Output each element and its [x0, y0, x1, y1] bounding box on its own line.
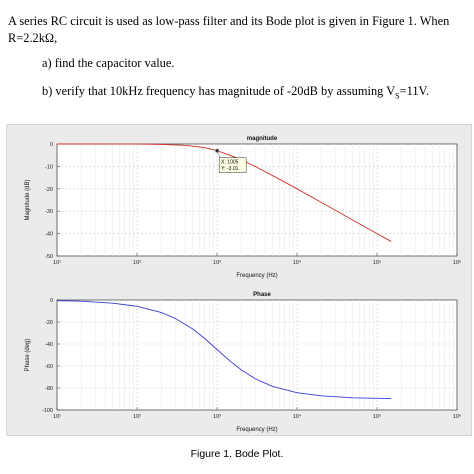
magnitude-xlabel: Frequency (Hz) — [236, 273, 277, 279]
phase-ylabel: Phase (deg) — [25, 339, 31, 372]
phase-xtick-label: 10⁶ — [453, 413, 461, 420]
phase-ytick-label: -40 — [45, 342, 53, 348]
phase-ytick-label: -80 — [45, 386, 53, 392]
phase-axes-box — [56, 299, 458, 411]
magnitude-title: magnitude — [247, 136, 278, 142]
magnitude-xtick-label: 10³ — [213, 260, 221, 266]
datatip-y-label: Y: -3.01 — [221, 166, 238, 172]
question-part-a: a) find the capacitor value. — [42, 56, 175, 70]
datatip-leader — [216, 150, 221, 158]
magnitude-ytick-label: -30 — [45, 209, 53, 215]
question-line-1: A series RC circuit is used as low-pass … — [8, 14, 450, 28]
phase-title: Phase — [253, 292, 271, 298]
magnitude-xtick-label: 10² — [133, 260, 141, 266]
datatip-x-label: X: 1005 — [221, 160, 238, 166]
magnitude-ylabel: Magnitude (dB) — [25, 179, 31, 220]
part-b-text: b) verify that 10kHz frequency has magni… — [42, 84, 396, 98]
part-b-subscript: S — [395, 91, 400, 101]
part-b-end: =11V. — [399, 84, 429, 98]
magnitude-axes-box — [56, 143, 458, 257]
question-line-2: R=2.2kΩ, — [8, 31, 58, 45]
phase-xtick-label: 10⁵ — [373, 413, 381, 420]
phase-series-line — [56, 300, 392, 400]
phase-xtick-label: 10¹ — [53, 414, 61, 420]
datatip-box — [218, 157, 247, 173]
magnitude-xtick-label: 10¹ — [53, 260, 61, 266]
magnitude-xtick-label: 10⁶ — [453, 259, 461, 266]
magnitude-ytick-label: -40 — [45, 232, 53, 238]
phase-ytick-label: 0 — [50, 298, 53, 304]
magnitude-xtick-label: 10⁵ — [373, 259, 381, 266]
phase-xtick-label: 10³ — [213, 414, 221, 420]
bode-figure: 0 -10 -20 -30 -40 -50 10¹ 10² 10³ 10⁴ 10⁵ 10⁶ magnit… — [6, 124, 472, 436]
phase-ytick-label: -20 — [45, 320, 53, 326]
phase-xtick-label: 10² — [133, 414, 141, 420]
magnitude-ytick-label: -50 — [45, 254, 53, 260]
phase-xlabel: Frequency (Hz) — [236, 427, 277, 433]
question-part-b: b) verify that 10kHz frequency has magni… — [42, 84, 429, 100]
phase-ytick-label: -100 — [42, 408, 53, 414]
magnitude-ytick-label: -20 — [45, 187, 53, 193]
magnitude-xtick-label: 10⁴ — [293, 259, 302, 266]
phase-ytick-label: -60 — [45, 364, 53, 370]
phase-xtick-label: 10⁴ — [293, 413, 302, 420]
figure-caption: Figure 1. Bode Plot. — [190, 448, 284, 460]
magnitude-ytick-label: -10 — [45, 164, 53, 170]
magnitude-ytick-label: 0 — [50, 142, 53, 148]
